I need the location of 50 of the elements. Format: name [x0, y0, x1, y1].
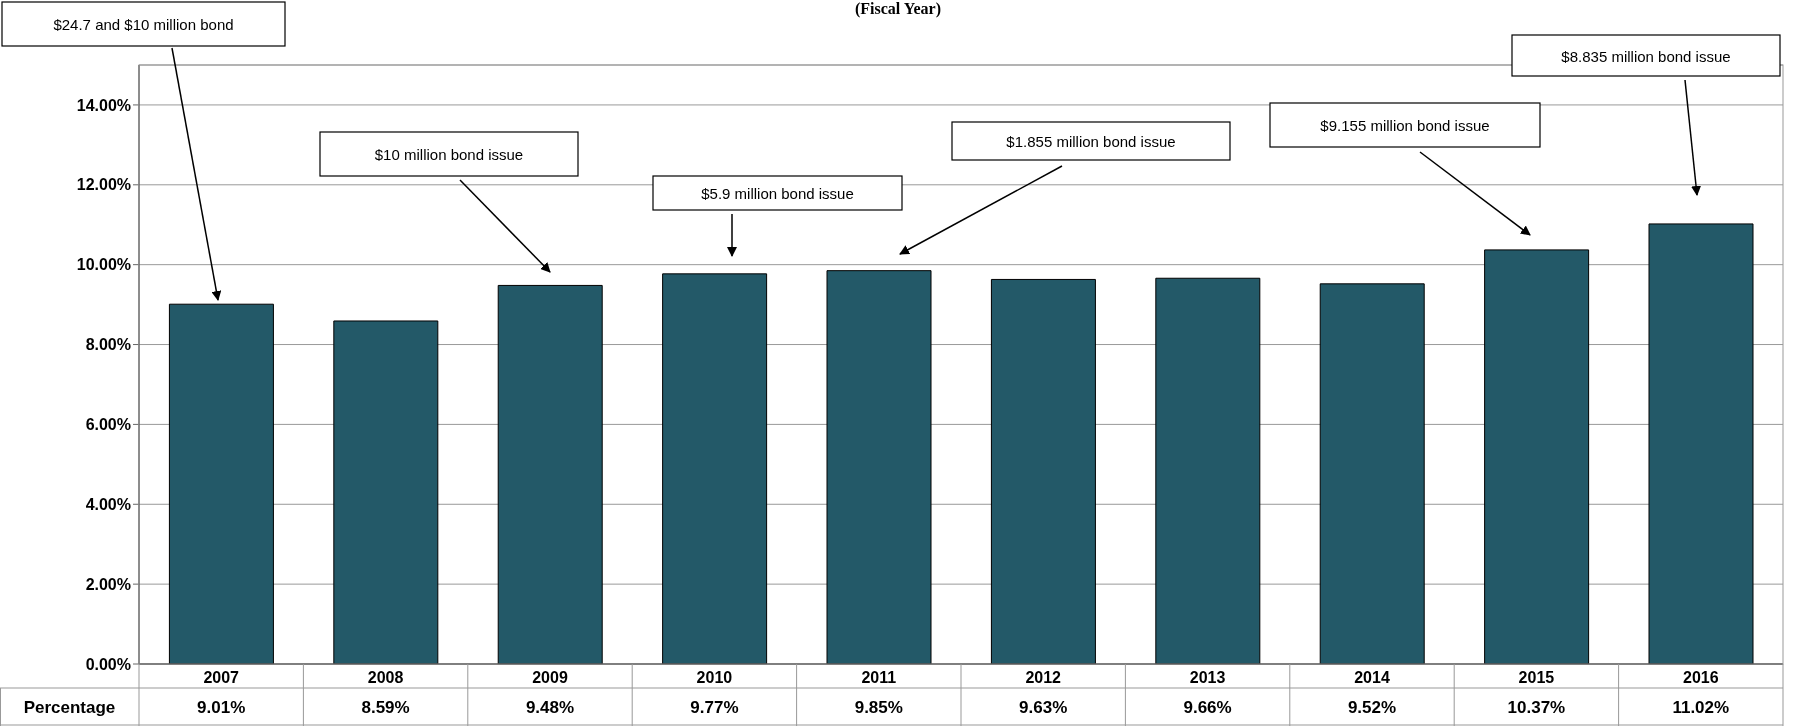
callout-box: $24.7 and $10 million bond: [1, 1, 286, 47]
annotation: $10 million bond issue: [374, 146, 524, 163]
x-tick-label: 2015: [1518, 669, 1555, 687]
bar: [826, 270, 932, 664]
bar: [1319, 283, 1425, 664]
callout-box: $8.835 million bond issue: [1511, 34, 1781, 77]
annotation: $9.155 million bond issue: [1320, 117, 1490, 134]
y-tick-label: 10.00%: [76, 256, 131, 274]
data-label: 8.59%: [361, 698, 410, 717]
data-label: 9.85%: [854, 698, 903, 717]
y-tick-label: 2.00%: [85, 575, 131, 593]
annotation: $5.9 million bond issue: [701, 185, 854, 202]
data-label: 9.63%: [1019, 698, 1068, 717]
x-tick-label: 2012: [1025, 669, 1062, 687]
bar: [333, 320, 439, 664]
annotation: $1.855 million bond issue: [1006, 133, 1176, 150]
callout-box: $5.9 million bond issue: [652, 175, 903, 211]
data-label: 9.01%: [197, 698, 246, 717]
x-tick-label: 2010: [696, 669, 733, 687]
bar: [1155, 277, 1261, 664]
bar: [990, 278, 1096, 664]
data-label: 9.77%: [690, 698, 739, 717]
data-label: 9.52%: [1347, 698, 1397, 717]
text: Percentage: [23, 698, 116, 717]
callout-box: $1.855 million bond issue: [951, 121, 1231, 161]
x-tick-label: 2011: [861, 669, 897, 687]
y-tick-label: 14.00%: [76, 96, 131, 114]
data-label: 9.66%: [1183, 698, 1232, 717]
y-tick-label: 6.00%: [85, 416, 131, 434]
x-tick-label: 2014: [1354, 669, 1390, 687]
bar: [662, 273, 768, 664]
x-tick-label: 2009: [532, 669, 568, 687]
data-label: 10.37%: [1507, 698, 1566, 717]
bar: [168, 303, 274, 664]
data-label: 9.48%: [525, 698, 575, 717]
bar: [1648, 223, 1754, 664]
y-tick-label: 12.00%: [76, 176, 131, 194]
bar: [1484, 249, 1590, 664]
x-tick-label: 2016: [1683, 669, 1719, 687]
x-tick-label: 2007: [203, 669, 240, 687]
callout-box: $9.155 million bond issue: [1269, 102, 1541, 148]
data-label: 11.02%: [1672, 698, 1730, 717]
y-tick-label: 8.00%: [85, 336, 131, 354]
x-tick-label: 2008: [367, 669, 404, 687]
callout-box: $10 million bond issue: [319, 131, 579, 177]
y-tick-label: 0.00%: [85, 655, 131, 673]
chart-title: (Fiscal Year): [854, 0, 942, 18]
y-tick-label: 4.00%: [85, 495, 131, 513]
x-tick-label: 2013: [1189, 669, 1226, 687]
bar: [497, 284, 603, 664]
